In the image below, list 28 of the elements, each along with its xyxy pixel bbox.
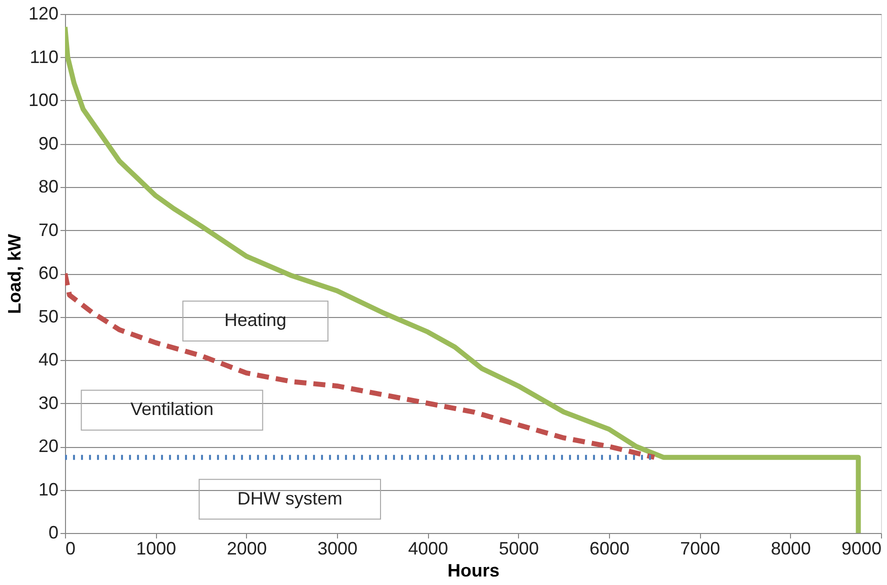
x-tick-label: 4000 [408, 538, 448, 558]
y-tick-label: 110 [30, 46, 58, 67]
x-tick-label: 2000 [226, 538, 267, 558]
y-tick-label: 10 [38, 479, 58, 500]
series-label: Heating [224, 310, 286, 330]
x-tick-label: 0 [66, 538, 76, 558]
y-tick-label: 20 [38, 436, 58, 456]
x-tick-label: 8000 [770, 538, 811, 558]
y-tick-label: 80 [38, 176, 58, 196]
y-tick-label: 40 [38, 350, 58, 370]
y-tick-label: 90 [38, 133, 58, 154]
x-tick-label: 1000 [136, 538, 176, 558]
y-tick-label: 30 [38, 392, 58, 413]
y-tick-label: 60 [38, 263, 58, 283]
x-tick-label: 9000 [841, 538, 882, 558]
x-axis-title: Hours [447, 560, 500, 580]
y-tick-label: 100 [28, 90, 58, 110]
y-tick-label: 120 [28, 4, 58, 24]
series-label: DHW system [237, 488, 342, 508]
y-axis-title: Load, kW [4, 234, 24, 314]
y-tick-label: 70 [38, 220, 58, 240]
x-tick-label: 6000 [589, 538, 630, 558]
x-tick-label: 7000 [680, 538, 720, 558]
x-tick-label: 5000 [498, 538, 539, 558]
y-tick-label: 0 [48, 522, 58, 542]
x-tick-label: 3000 [317, 538, 358, 558]
y-tick-label: 50 [38, 306, 58, 326]
text: Ventilation [130, 399, 214, 420]
